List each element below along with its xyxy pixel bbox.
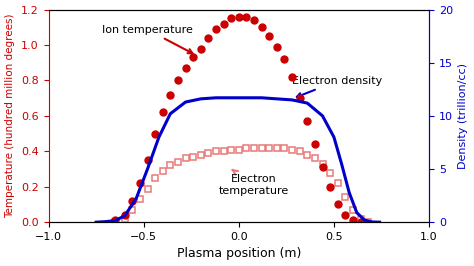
Y-axis label: Temperature (hundred million degrees): Temperature (hundred million degrees) [6, 14, 16, 218]
Text: Electron density: Electron density [292, 76, 383, 97]
Text: Ion temperature: Ion temperature [102, 24, 193, 53]
Text: Electron
temperature: Electron temperature [219, 170, 289, 196]
X-axis label: Plasma position (m): Plasma position (m) [177, 247, 301, 260]
Y-axis label: Density (trillion/cc): Density (trillion/cc) [458, 63, 468, 169]
